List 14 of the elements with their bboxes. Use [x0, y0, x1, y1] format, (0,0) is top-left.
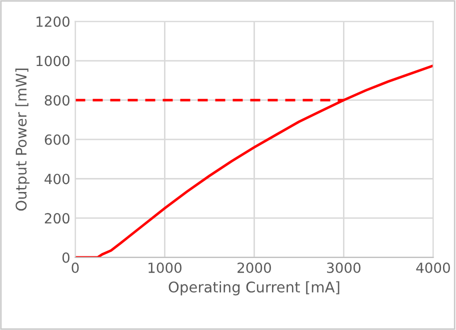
y-tick-label: 800 — [44, 95, 70, 106]
y-axis-title: Output Power [mW] — [15, 68, 30, 211]
y-tick-label: 1000 — [36, 56, 70, 66]
y-tick-label: 400 — [44, 174, 70, 184]
x-tick-label: 3000 — [327, 262, 360, 274]
x-tick-label: 4000 — [416, 262, 450, 274]
y-tick-label: 200 — [44, 213, 70, 224]
x-tick-label: 0 — [72, 262, 79, 274]
y-tick-label: 600 — [44, 134, 70, 145]
y-tick-label: 1200 — [36, 16, 70, 27]
x-tick-label: 2000 — [238, 262, 271, 274]
x-tick-label: 1000 — [148, 262, 182, 274]
y-tick-label: 0 — [62, 252, 70, 263]
x-axis-title: Operating Current [mA] — [168, 281, 340, 296]
